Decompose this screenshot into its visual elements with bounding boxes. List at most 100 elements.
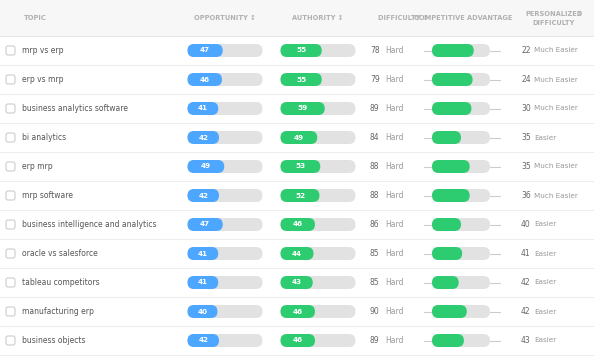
Text: mrp vs erp: mrp vs erp [22,46,64,55]
FancyBboxPatch shape [432,73,490,86]
Text: Hard: Hard [385,249,403,258]
Text: 90: 90 [370,307,380,316]
FancyBboxPatch shape [280,102,325,115]
Text: 36: 36 [521,191,531,200]
FancyBboxPatch shape [432,102,472,115]
FancyBboxPatch shape [6,307,15,316]
FancyBboxPatch shape [280,131,317,144]
Text: 41: 41 [198,280,208,285]
Text: 35: 35 [521,162,531,171]
Text: 40: 40 [197,308,207,314]
FancyBboxPatch shape [6,75,15,84]
Text: 35: 35 [521,133,531,142]
Text: 55: 55 [296,47,307,53]
FancyBboxPatch shape [280,247,355,260]
FancyBboxPatch shape [188,131,219,144]
Text: PERSONALIZED: PERSONALIZED [525,11,583,17]
Bar [0,210,594,239]
FancyBboxPatch shape [188,276,263,289]
FancyBboxPatch shape [432,276,490,289]
Text: 49: 49 [201,163,211,169]
Text: TOPIC: TOPIC [24,15,47,21]
Text: 46: 46 [293,337,303,344]
Text: 42: 42 [198,337,208,344]
FancyBboxPatch shape [188,247,263,260]
Text: 46: 46 [200,76,210,83]
FancyBboxPatch shape [280,102,355,115]
FancyBboxPatch shape [188,102,263,115]
Text: 41: 41 [198,106,208,112]
FancyBboxPatch shape [6,336,15,345]
FancyBboxPatch shape [432,131,490,144]
FancyBboxPatch shape [432,160,470,173]
Text: 22: 22 [521,46,530,55]
FancyBboxPatch shape [188,189,219,202]
FancyBboxPatch shape [188,334,219,347]
Text: Hard: Hard [385,162,403,171]
Text: 86: 86 [370,220,380,229]
FancyBboxPatch shape [280,305,315,318]
FancyBboxPatch shape [188,160,263,173]
FancyBboxPatch shape [432,334,464,347]
FancyBboxPatch shape [280,276,355,289]
Text: 41: 41 [198,251,208,256]
Text: mrp software: mrp software [22,191,73,200]
FancyBboxPatch shape [432,247,490,260]
Text: 43: 43 [521,336,531,345]
Text: 52: 52 [295,192,305,199]
FancyBboxPatch shape [280,44,322,57]
FancyBboxPatch shape [188,305,263,318]
Text: Hard: Hard [385,278,403,287]
FancyBboxPatch shape [6,249,15,258]
Text: 47: 47 [200,222,210,228]
Text: tableau competitors: tableau competitors [22,278,100,287]
Text: 84: 84 [370,133,380,142]
FancyBboxPatch shape [188,218,223,231]
Text: oracle vs salesforce: oracle vs salesforce [22,249,98,258]
FancyBboxPatch shape [432,44,474,57]
FancyBboxPatch shape [280,44,355,57]
Text: 88: 88 [370,162,380,171]
FancyBboxPatch shape [188,73,263,86]
FancyBboxPatch shape [6,46,15,55]
Text: Easier: Easier [534,337,556,344]
Text: 30: 30 [521,104,531,113]
FancyBboxPatch shape [280,247,314,260]
Text: COMPETITIVE ADVANTAGE: COMPETITIVE ADVANTAGE [414,15,512,21]
Text: business intelligence and analytics: business intelligence and analytics [22,220,156,229]
Text: Much Easier: Much Easier [534,106,578,112]
Text: Much Easier: Much Easier [534,163,578,169]
FancyBboxPatch shape [188,44,263,57]
Text: 42: 42 [198,135,208,140]
Text: OPPORTUNITY ↕: OPPORTUNITY ↕ [194,15,256,21]
Text: 42: 42 [521,307,530,316]
FancyBboxPatch shape [280,334,355,347]
Text: 46: 46 [293,308,303,314]
Text: 42: 42 [198,192,208,199]
Text: 46: 46 [293,222,303,228]
FancyBboxPatch shape [432,334,490,347]
Text: 78: 78 [370,46,380,55]
FancyBboxPatch shape [6,191,15,200]
FancyBboxPatch shape [432,160,490,173]
FancyBboxPatch shape [280,334,315,347]
FancyBboxPatch shape [432,305,490,318]
FancyBboxPatch shape [188,334,263,347]
FancyBboxPatch shape [6,133,15,142]
Text: Hard: Hard [385,75,403,84]
Bar [0,65,594,94]
Text: 85: 85 [370,249,380,258]
FancyBboxPatch shape [6,162,15,171]
Text: business analytics software: business analytics software [22,104,128,113]
Bar [0,326,594,355]
FancyBboxPatch shape [188,247,218,260]
Text: Easier: Easier [534,280,556,285]
Text: Hard: Hard [385,191,403,200]
Text: 53: 53 [295,163,305,169]
FancyBboxPatch shape [280,160,320,173]
FancyBboxPatch shape [6,220,15,229]
FancyBboxPatch shape [432,189,490,202]
Bar [0,0,594,36]
Text: Much Easier: Much Easier [534,76,578,83]
Text: Hard: Hard [385,220,403,229]
